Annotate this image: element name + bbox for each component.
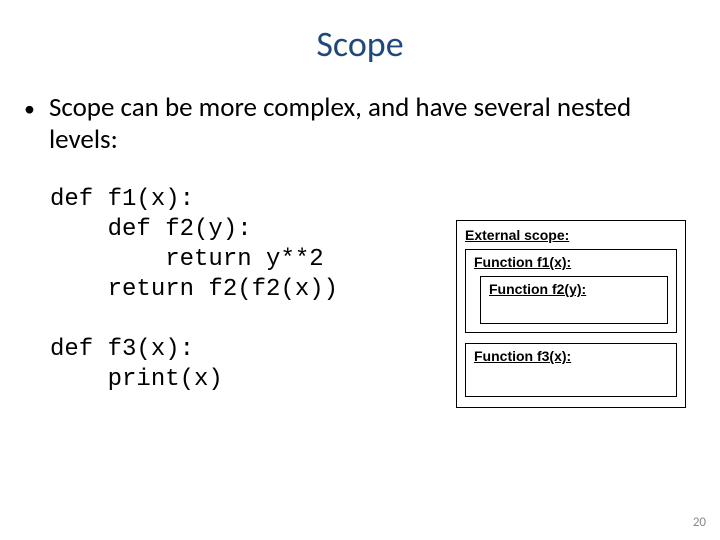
f2-scope-box: Function f2(y): (480, 276, 668, 324)
external-scope-label: External scope: (465, 227, 677, 243)
bullet-dot-icon: • (24, 96, 35, 122)
external-scope-box: External scope: Function f1(x): Function… (456, 220, 686, 408)
slide-title: Scope (0, 0, 720, 74)
slide-number: 20 (693, 515, 706, 530)
f2-scope-label: Function f2(y): (489, 281, 659, 297)
bullet-item: • Scope can be more complex, and have se… (0, 92, 720, 157)
bullet-text: Scope can be more complex, and have seve… (49, 92, 690, 157)
f1-scope-label: Function f1(x): (474, 254, 668, 270)
f1-scope-box: Function f1(x): Function f2(y): (465, 249, 677, 333)
f3-scope-label: Function f3(x): (474, 348, 668, 364)
f3-scope-box: Function f3(x): (465, 343, 677, 397)
scope-diagram: External scope: Function f1(x): Function… (456, 220, 686, 408)
